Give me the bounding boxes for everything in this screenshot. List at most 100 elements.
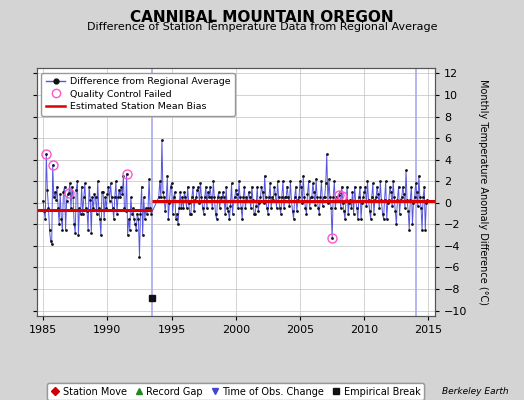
Point bbox=[131, 221, 139, 228]
Point bbox=[408, 221, 417, 228]
Point bbox=[39, 198, 47, 204]
Point bbox=[162, 198, 170, 204]
Point bbox=[374, 191, 383, 197]
Point bbox=[337, 184, 346, 190]
Point bbox=[177, 205, 185, 211]
Point bbox=[43, 187, 51, 193]
Point bbox=[381, 178, 390, 184]
Point bbox=[84, 226, 92, 233]
Point bbox=[59, 189, 68, 195]
Point bbox=[62, 198, 71, 204]
Point bbox=[113, 210, 121, 217]
Point bbox=[371, 196, 379, 203]
Point bbox=[85, 184, 93, 190]
Point bbox=[311, 202, 319, 208]
Point bbox=[208, 205, 216, 211]
Point bbox=[372, 194, 380, 200]
Point bbox=[227, 180, 236, 186]
Point bbox=[379, 216, 388, 222]
Point bbox=[209, 178, 217, 184]
Point bbox=[409, 200, 418, 206]
Point bbox=[362, 203, 370, 209]
Point bbox=[332, 194, 341, 200]
Point bbox=[123, 170, 131, 177]
Point bbox=[201, 194, 209, 200]
Point bbox=[393, 196, 401, 203]
Point bbox=[118, 191, 127, 197]
Point bbox=[390, 194, 398, 200]
Point bbox=[365, 208, 374, 215]
Point bbox=[206, 184, 214, 190]
Point bbox=[335, 189, 344, 195]
Point bbox=[392, 221, 400, 228]
Point bbox=[168, 210, 177, 217]
Point bbox=[300, 194, 309, 200]
Point bbox=[385, 196, 393, 203]
Point bbox=[261, 194, 270, 200]
Point bbox=[45, 205, 53, 211]
Point bbox=[194, 184, 202, 190]
Point bbox=[122, 208, 130, 215]
Point bbox=[272, 205, 281, 211]
Point bbox=[205, 194, 213, 200]
Point bbox=[367, 194, 376, 200]
Point bbox=[231, 194, 239, 200]
Point bbox=[347, 205, 356, 211]
Point bbox=[82, 205, 90, 211]
Point bbox=[388, 203, 396, 209]
Point bbox=[75, 205, 84, 211]
Point bbox=[119, 173, 127, 179]
Point bbox=[328, 235, 336, 242]
Point bbox=[185, 210, 194, 217]
Point bbox=[296, 178, 304, 184]
Point bbox=[271, 191, 280, 197]
Point bbox=[252, 203, 260, 209]
Text: CANNIBAL MOUNTAIN OREGON: CANNIBAL MOUNTAIN OREGON bbox=[130, 10, 394, 25]
Point bbox=[288, 208, 297, 215]
Point bbox=[139, 194, 148, 200]
Point bbox=[354, 216, 362, 222]
Point bbox=[355, 194, 363, 200]
Point bbox=[203, 205, 211, 211]
Point bbox=[180, 189, 189, 195]
Point bbox=[230, 198, 238, 204]
Point bbox=[387, 189, 395, 195]
Point bbox=[319, 194, 328, 200]
Point bbox=[238, 216, 246, 222]
Point bbox=[66, 180, 74, 186]
Point bbox=[353, 205, 361, 211]
Point bbox=[422, 200, 431, 206]
Point bbox=[224, 208, 233, 215]
Point bbox=[83, 208, 91, 215]
Point bbox=[80, 194, 88, 200]
Point bbox=[175, 205, 183, 211]
Point bbox=[72, 187, 81, 193]
Point bbox=[276, 205, 284, 211]
Point bbox=[389, 178, 397, 184]
Point bbox=[421, 226, 430, 233]
Point bbox=[406, 196, 414, 203]
Point bbox=[358, 200, 366, 206]
Point bbox=[282, 194, 290, 200]
Point bbox=[111, 194, 119, 200]
Point bbox=[318, 203, 326, 209]
Point bbox=[102, 205, 111, 211]
Point bbox=[172, 216, 180, 222]
Point bbox=[97, 232, 105, 238]
Point bbox=[167, 180, 176, 186]
Point bbox=[61, 226, 70, 233]
Point bbox=[69, 194, 77, 200]
Point bbox=[400, 191, 408, 197]
Point bbox=[248, 184, 256, 190]
Point bbox=[356, 184, 364, 190]
Point bbox=[155, 194, 163, 200]
Point bbox=[330, 178, 339, 184]
Point bbox=[207, 194, 215, 200]
Point bbox=[396, 210, 404, 217]
Point bbox=[373, 184, 381, 190]
Point bbox=[245, 194, 254, 200]
Point bbox=[270, 184, 279, 190]
Point bbox=[60, 184, 69, 190]
Point bbox=[174, 221, 182, 228]
Point bbox=[101, 194, 110, 200]
